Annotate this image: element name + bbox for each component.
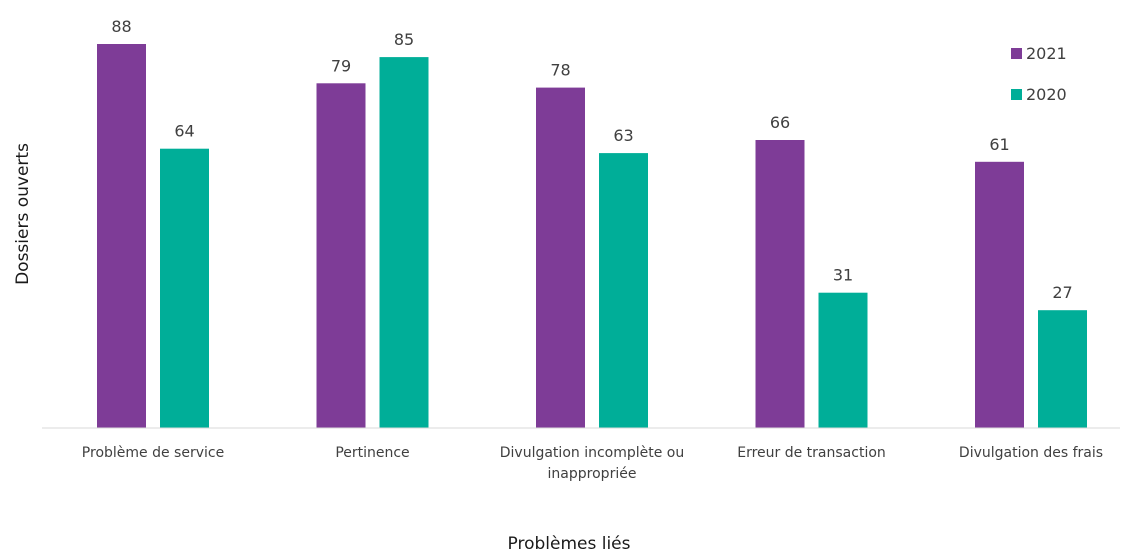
category-label-divulgation-incomplete-ou-inappropriee: Divulgation incomplète ou inappropriée: [500, 445, 685, 482]
category-label-pertinence: Pertinence: [335, 445, 409, 461]
category-labels-layer: Problème de service Pertinence Divulgation…: [82, 445, 1103, 482]
data-label-2020-divulgation-des-frais: 27: [1052, 283, 1072, 302]
bar-2021-pertinence: [316, 83, 366, 429]
category-label-erreur-de-transaction: Erreur de transaction: [737, 445, 886, 461]
legend-label-2020: 2020: [1026, 85, 1067, 104]
category-label-probleme-de-service: Problème de service: [82, 445, 224, 461]
data-label-2021-divulgation-incomplete-ou-inappropriee: 78: [550, 61, 570, 80]
bar-2021-erreur-de-transaction: [755, 140, 805, 428]
data-label-2021-pertinence: 79: [331, 56, 351, 75]
data-label-2020-erreur-de-transaction: 31: [833, 266, 853, 285]
bar-2021-divulgation-des-frais: [975, 161, 1024, 429]
x-axis-title: Problèmes liés: [508, 534, 631, 554]
data-labels-layer: 88 64 79 85 78 63 66 31 61 27: [111, 17, 1072, 302]
data-label-2020-probleme-de-service: 64: [174, 122, 194, 141]
y-axis-title: Dossiers ouverts: [13, 143, 33, 285]
bar-2021-probleme-de-service: [97, 44, 146, 428]
bar-2020-divulgation-incomplete-ou-inappropriee: [599, 153, 648, 428]
data-label-2021-erreur-de-transaction: 66: [770, 113, 790, 132]
bar-2020-probleme-de-service: [160, 148, 209, 428]
data-label-2021-probleme-de-service: 88: [111, 17, 131, 36]
category-label-divulgation-des-frais: Divulgation des frais: [959, 445, 1103, 461]
legend-swatch-2021: [1011, 48, 1022, 59]
data-label-2020-divulgation-incomplete-ou-inappropriee: 63: [613, 126, 633, 145]
bar-2020-erreur-de-transaction: [818, 292, 868, 428]
bars-layer: [97, 44, 1087, 429]
data-label-2020-pertinence: 85: [394, 30, 414, 49]
bar-2021-divulgation-incomplete-ou-inappropriee: [536, 87, 585, 428]
legend-label-2021: 2021: [1026, 44, 1067, 63]
data-label-2021-divulgation-des-frais: 61: [989, 135, 1009, 154]
legend: 2021 2020: [1011, 44, 1067, 104]
legend-swatch-2020: [1011, 89, 1022, 100]
bar-2020-divulgation-des-frais: [1038, 310, 1087, 428]
bar-2020-pertinence: [379, 57, 429, 428]
